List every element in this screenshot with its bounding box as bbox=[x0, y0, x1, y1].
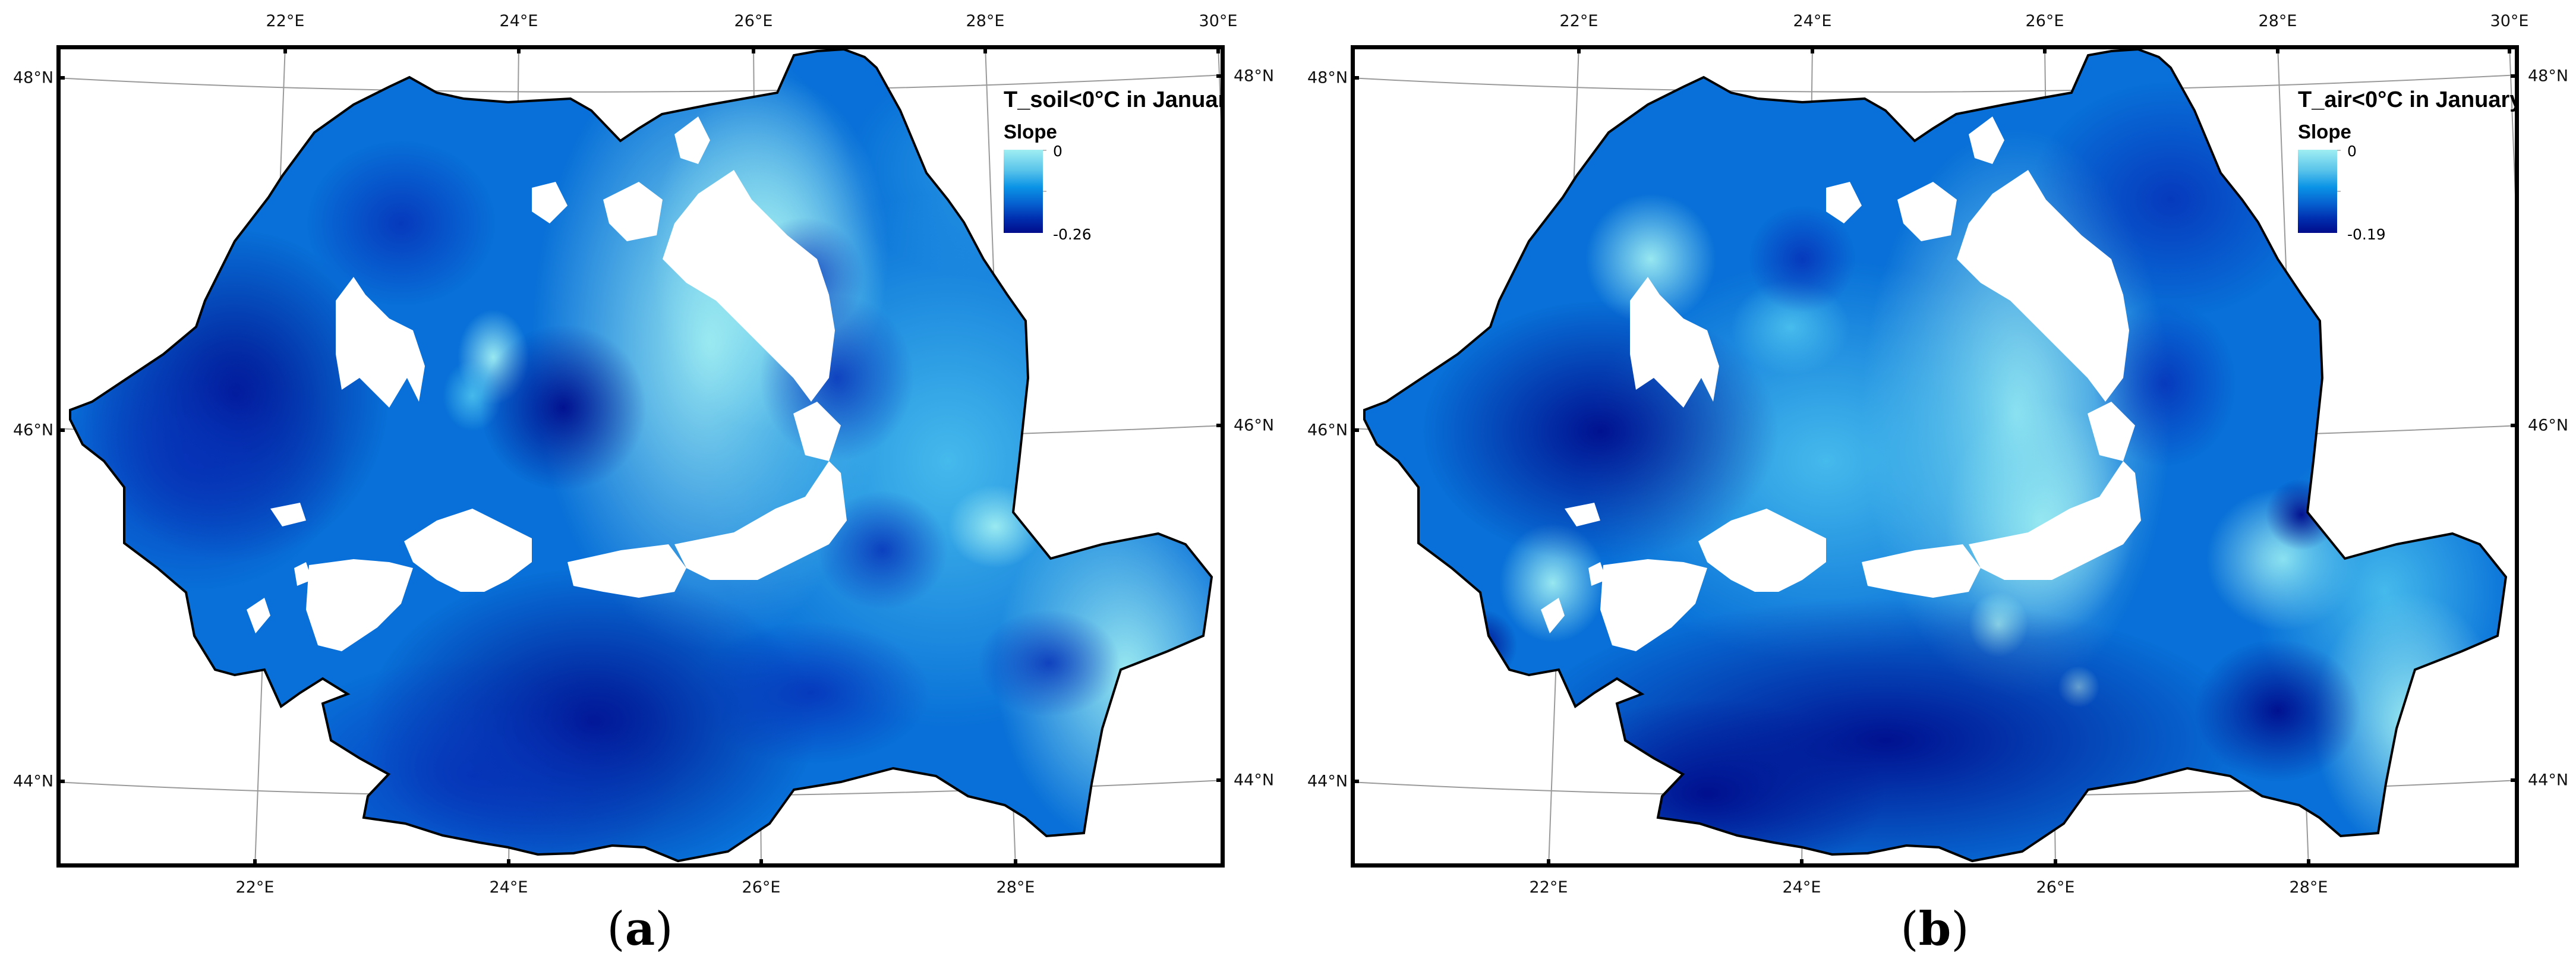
right-lat-label-44n: 44°N bbox=[1234, 771, 1275, 790]
map-frame-a: T_soil<0°C in January Slope 0 -0.26 bbox=[56, 45, 1225, 868]
map-b bbox=[1355, 49, 2515, 863]
panel-caption-a: (a) bbox=[607, 902, 673, 956]
top-lon-label-30e: 30°E bbox=[2490, 12, 2529, 30]
bottom-lon-label-28e: 28°E bbox=[996, 878, 1035, 897]
legend-title: T_soil<0°C in January bbox=[1004, 87, 1225, 112]
top-lon-label-26e: 26°E bbox=[734, 12, 773, 30]
bottom-lon-label-26e: 26°E bbox=[2036, 878, 2075, 897]
panel-caption-b: (b) bbox=[1900, 902, 1969, 956]
bottom-lon-label-26e: 26°E bbox=[742, 878, 781, 897]
colorbar-max-label: 0 bbox=[2347, 143, 2357, 160]
right-lat-label-48n: 48°N bbox=[2528, 67, 2569, 86]
panel-b: 22°E 24°E 26°E 28°E 30°E 48°N 46°N 44°N … bbox=[1294, 0, 2576, 962]
left-lat-label-48n: 48°N bbox=[1307, 68, 1348, 87]
legend-subtitle: Slope bbox=[2298, 121, 2351, 143]
colorbar-tick-mid bbox=[2337, 191, 2341, 192]
left-lat-label-44n: 44°N bbox=[13, 772, 54, 791]
colorbar-max-label: 0 bbox=[1053, 143, 1062, 160]
left-lat-label-46n: 46°N bbox=[13, 421, 54, 440]
axis-ticks bbox=[61, 49, 1221, 863]
mountain-mask-b bbox=[1541, 116, 2141, 651]
left-lat-label-44n: 44°N bbox=[1307, 772, 1348, 791]
colorbar-a bbox=[1004, 150, 1043, 233]
top-lon-label-24e: 24°E bbox=[1793, 12, 1832, 30]
left-lat-label-48n: 48°N bbox=[13, 68, 54, 87]
top-lon-label-22e: 22°E bbox=[1559, 12, 1598, 30]
top-lon-label-30e: 30°E bbox=[1199, 12, 1238, 30]
bottom-lon-label-22e: 22°E bbox=[235, 878, 275, 897]
top-lon-label-28e: 28°E bbox=[2258, 12, 2297, 30]
right-lat-label-44n: 44°N bbox=[2528, 771, 2569, 790]
bottom-lon-label-22e: 22°E bbox=[1529, 878, 1568, 897]
map-a bbox=[61, 49, 1221, 863]
colorbar-min-label: -0.26 bbox=[1053, 226, 1092, 243]
right-lat-label-48n: 48°N bbox=[1234, 67, 1275, 86]
colorbar-tick-mid bbox=[1043, 191, 1046, 192]
colorbar-tick-max bbox=[1043, 150, 1046, 151]
slope-field-a bbox=[70, 49, 1212, 861]
legend-title: T_air<0°C in January bbox=[2298, 87, 2519, 112]
legend-subtitle: Slope bbox=[1004, 121, 1057, 143]
top-lon-label-28e: 28°E bbox=[966, 12, 1005, 30]
axis-ticks bbox=[1355, 49, 2515, 863]
colorbar-b bbox=[2298, 150, 2337, 233]
right-lat-label-46n: 46°N bbox=[1234, 416, 1275, 435]
top-lon-label-22e: 22°E bbox=[266, 12, 305, 30]
top-lon-label-24e: 24°E bbox=[499, 12, 538, 30]
map-frame-b: T_air<0°C in January Slope 0 -0.19 bbox=[1351, 45, 2519, 868]
mountain-mask-a bbox=[247, 116, 847, 651]
bottom-lon-label-28e: 28°E bbox=[2289, 878, 2328, 897]
slope-field-b bbox=[1364, 49, 2506, 861]
panel-a: 22°E 24°E 26°E 28°E 30°E 48°N 46°N 44°N … bbox=[13, 12, 1275, 956]
bottom-lon-label-24e: 24°E bbox=[1782, 878, 1821, 897]
right-lat-label-46n: 46°N bbox=[2528, 416, 2569, 435]
colorbar-tick-max bbox=[2337, 150, 2341, 151]
colorbar-min-label: -0.19 bbox=[2347, 226, 2386, 243]
bottom-lon-label-24e: 24°E bbox=[489, 878, 528, 897]
left-lat-label-46n: 46°N bbox=[1307, 421, 1348, 440]
top-lon-label-26e: 26°E bbox=[2025, 12, 2064, 30]
